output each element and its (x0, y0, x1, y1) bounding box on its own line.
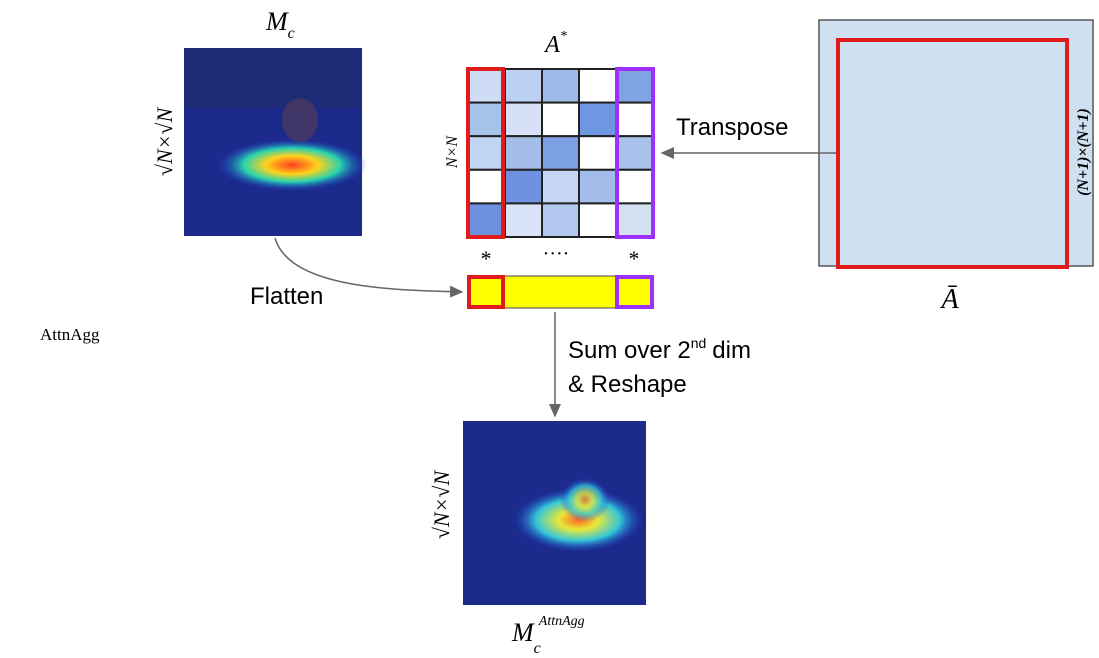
matrix-cell (579, 170, 616, 204)
full-matrix-symbol: Ā (939, 284, 959, 315)
input-symbol: Mc (265, 7, 295, 42)
matrix-cell (579, 103, 616, 137)
attention-matrix (468, 69, 653, 237)
matrix-cell (616, 170, 653, 204)
vector-marker: ···· (543, 243, 570, 265)
transpose-label: Transpose (676, 114, 789, 141)
matrix-cell (505, 203, 542, 237)
matrix-cell (505, 69, 542, 103)
vector-marker: * (629, 246, 640, 271)
matrix-cell (616, 103, 653, 137)
matrix-cell (579, 136, 616, 170)
matrix-cell (542, 103, 579, 137)
matrix-cell (542, 203, 579, 237)
matrix-cell (542, 170, 579, 204)
matrix-cell (542, 136, 579, 170)
matrix-cell (468, 170, 505, 204)
matrix-cell (579, 203, 616, 237)
vector-marker: * (481, 246, 492, 271)
matrix-size: N×N (444, 135, 461, 169)
diagram: AttnAgg Mc √N×√N A* N×N * ···· * Ā (N+1)… (0, 0, 1099, 658)
matrix-symbol: A* (543, 29, 567, 58)
output-blob (560, 478, 610, 522)
matrix-cell (505, 103, 542, 137)
matrix-cell (468, 69, 505, 103)
matrix-cell (579, 69, 616, 103)
full-matrix-size: (N+1)×(N+1) (1075, 108, 1092, 196)
reshape-label: & Reshape (568, 371, 687, 398)
input-size: √N×√N (152, 107, 177, 177)
output-size: √N×√N (429, 470, 454, 540)
input-bg (184, 48, 362, 108)
matrix-cell (616, 136, 653, 170)
flatten-label: Flatten (250, 283, 323, 310)
matrix-cell (468, 203, 505, 237)
caption: AttnAgg (40, 325, 100, 344)
matrix-cell (505, 136, 542, 170)
matrix-cell (468, 136, 505, 170)
matrix-cell (505, 170, 542, 204)
input-figure (282, 98, 318, 142)
output-symbol: McAttnAgg (511, 614, 585, 657)
matrix-cell (468, 103, 505, 137)
matrix-cell (542, 69, 579, 103)
matrix-cell (616, 69, 653, 103)
matrix-cell (616, 203, 653, 237)
vector (468, 276, 653, 308)
input-blob (217, 139, 367, 191)
full-matrix (819, 20, 1093, 266)
